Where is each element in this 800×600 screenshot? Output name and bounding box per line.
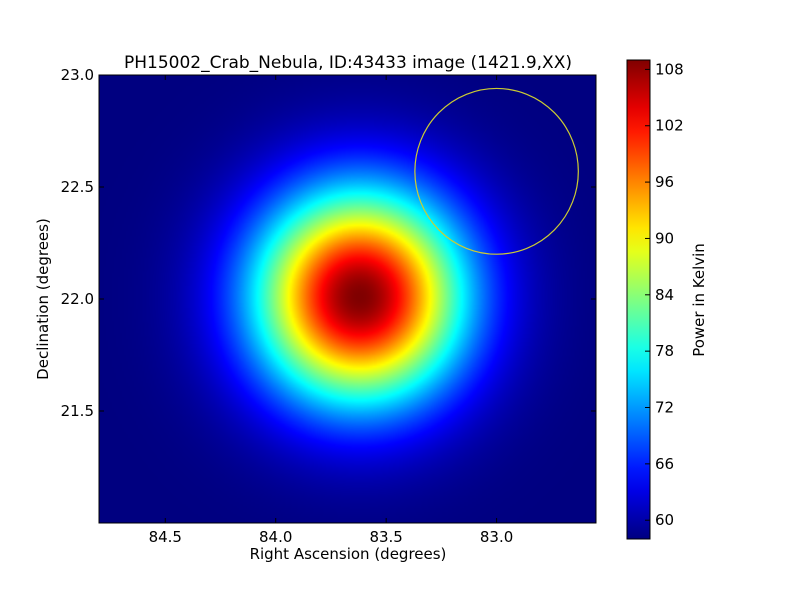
x-tick-label: 83.0: [480, 528, 513, 546]
y-tick-label: 22.5: [61, 178, 94, 196]
circle-annotation: [414, 87, 579, 255]
colorbar: 60 66 72 78 84 90 96 102 108 Power in Kelvin: [626, 59, 708, 540]
y-tick-label: 21.5: [61, 402, 94, 420]
colorbar-label: Power in Kelvin: [690, 243, 708, 357]
y-axis-ticks: 21.5 22.0 22.5 23.0: [61, 66, 596, 420]
colorbar-tick-label: 60: [655, 511, 674, 529]
x-tick-label: 84.5: [149, 528, 182, 546]
colorbar-tick-label: 96: [655, 173, 674, 191]
chart-title: PH15002_Crab_Nebula, ID:43433 image (142…: [124, 53, 572, 73]
y-axis-label: Declination (degrees): [34, 218, 52, 380]
colorbar-tick-label: 78: [655, 342, 674, 360]
colorbar-tick-label: 108: [655, 60, 684, 78]
y-tick-label: 23.0: [61, 66, 94, 84]
colorbar-ticks: 60 66 72 78 84 90 96 102 108: [645, 60, 684, 529]
heatmap-image: [99, 75, 596, 523]
colorbar-tick-label: 72: [655, 399, 674, 417]
plot-area: 84.5 84.0 83.5 83.0 21.5 22.0 22.5 23.0: [61, 66, 597, 546]
colorbar-tick-label: 66: [655, 455, 674, 473]
x-axis-label: Right Ascension (degrees): [250, 545, 447, 563]
x-axis-ticks: 84.5 84.0 83.5 83.0: [149, 75, 513, 546]
x-tick-label: 83.5: [369, 528, 402, 546]
colorbar-tick-label: 90: [655, 229, 674, 247]
colorbar-tick-label: 84: [655, 286, 674, 304]
colorbar-tick-label: 102: [655, 117, 684, 135]
x-tick-label: 84.0: [259, 528, 292, 546]
colorbar-gradient: [626, 59, 651, 540]
y-tick-label: 22.0: [61, 290, 94, 308]
